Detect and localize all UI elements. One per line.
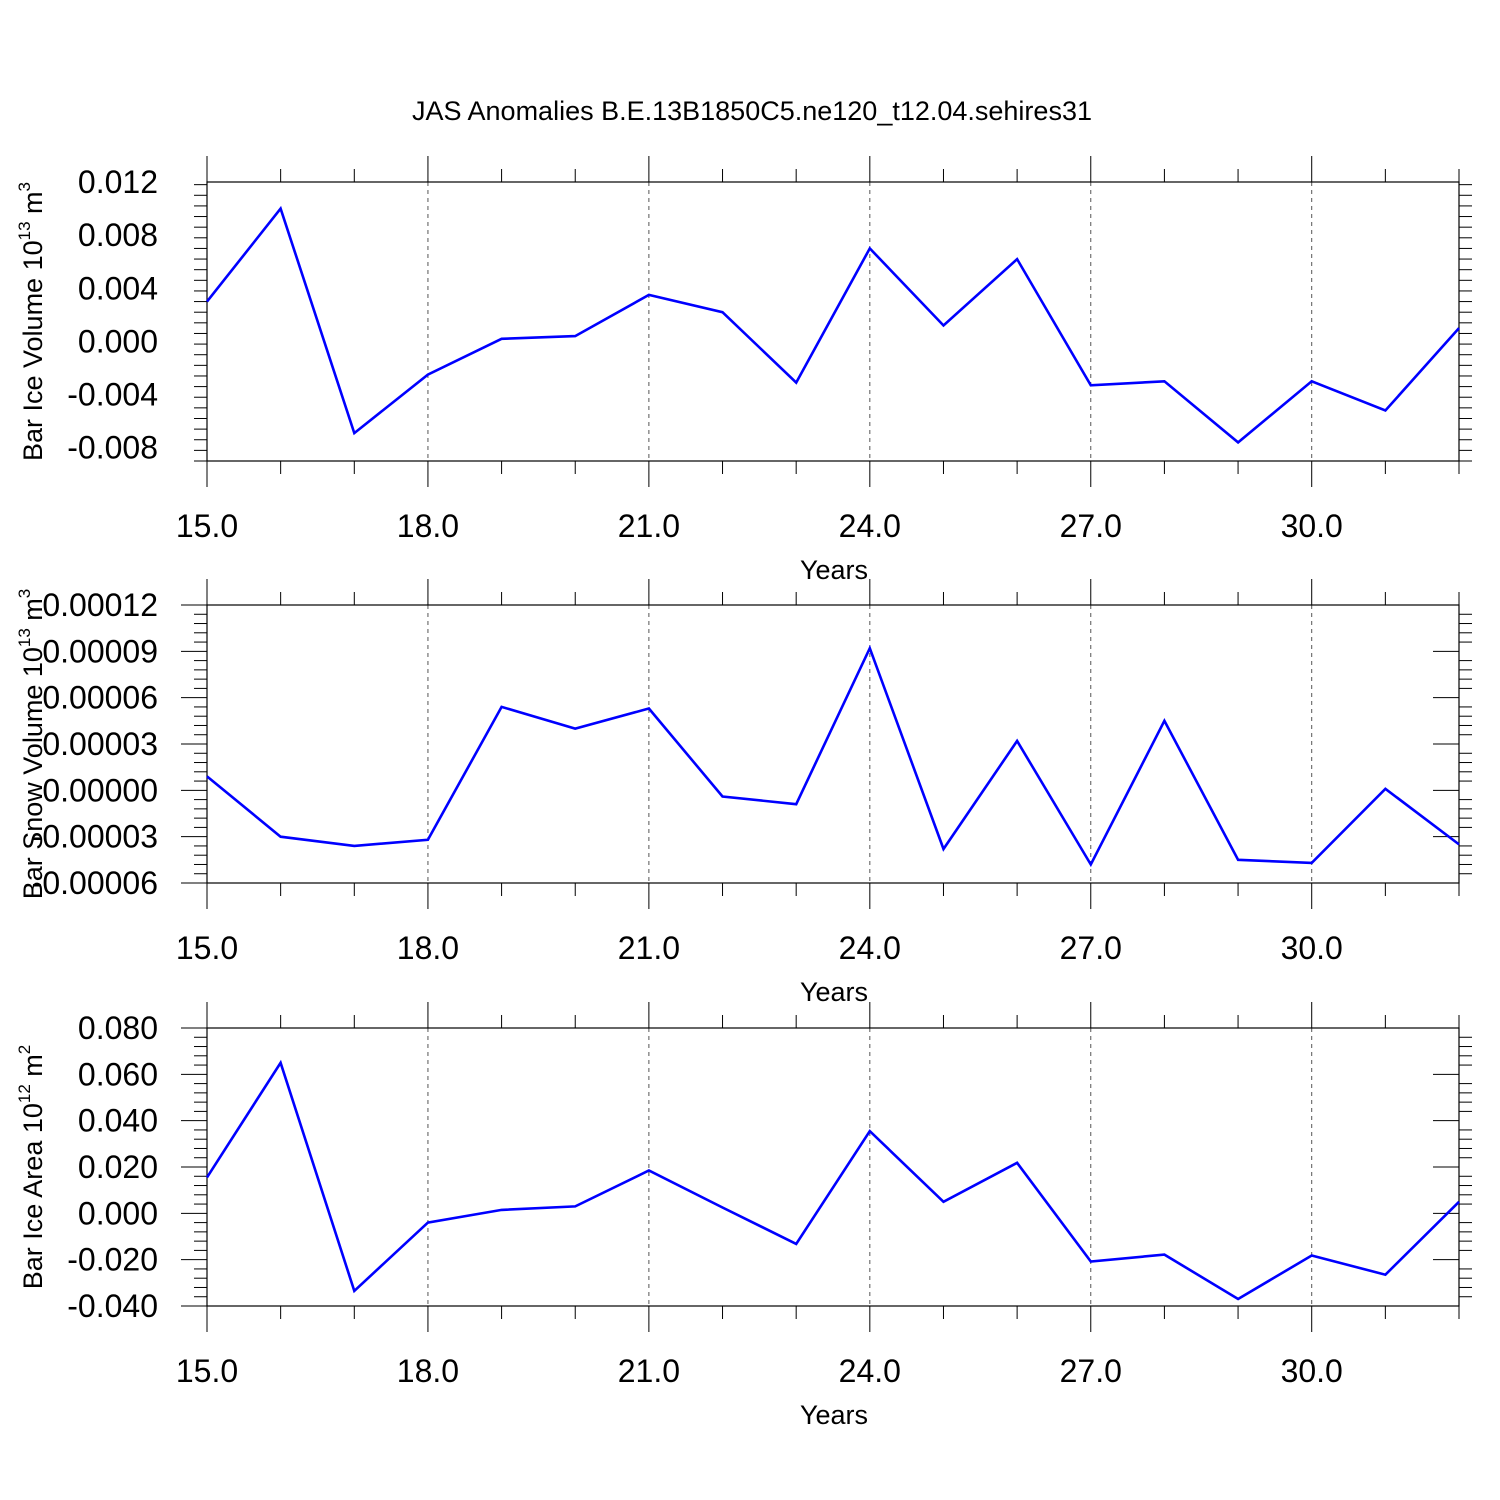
y-tick-label: 0.000 [78, 323, 158, 359]
y-tick-label: 0.040 [78, 1103, 158, 1139]
x-tick-label: 18.0 [397, 930, 459, 966]
x-tick-label: 15.0 [176, 1353, 238, 1389]
y-tick-label: 0.012 [78, 164, 158, 200]
series-line [206, 644, 1460, 868]
x-tick-label: 21.0 [618, 508, 680, 544]
x-tick-label: 27.0 [1060, 1353, 1122, 1389]
series-line [205, 1059, 1460, 1301]
y-tick-label: 0.00012 [42, 587, 158, 623]
y-tick-label: 0.00003 [42, 726, 158, 762]
y-tick-label: 0.000 [78, 1195, 158, 1231]
panel-2: 15.0 18.0 21.0 24.0 27.0 30.0 0.00012 0.00009 0.… [15, 579, 1472, 1007]
x-tick-label: 30.0 [1281, 1353, 1343, 1389]
y-axis-label: Bar Snow Volume 1013 m3 [15, 589, 48, 900]
x-tick-label: 27.0 [1060, 930, 1122, 966]
panel-1: 15.0 18.0 21.0 24.0 27.0 30.0 0.012 0.008 0.004 0… [15, 156, 1472, 585]
y-tick-label: 0.020 [78, 1149, 158, 1185]
x-tick-label: 18.0 [397, 1353, 459, 1389]
y-tick-label: -0.008 [67, 430, 158, 466]
x-tick-label: 15.0 [176, 930, 238, 966]
y-tick-label: 0.008 [78, 217, 158, 253]
y-tick-label: -0.00003 [32, 819, 158, 855]
y-tick-label: -0.004 [67, 377, 158, 413]
y-tick-label: 0.00000 [42, 772, 158, 808]
y-tick-label: 0.004 [78, 270, 158, 306]
x-tick-label: 18.0 [397, 508, 459, 544]
x-tick-label: 24.0 [839, 508, 901, 544]
panel-3: 15.0 18.0 21.0 24.0 27.0 30.0 0.080 0.060 0.040 0… [15, 1002, 1472, 1430]
x-tick-label: 30.0 [1281, 508, 1343, 544]
x-tick-label: 24.0 [839, 1353, 901, 1389]
x-tick-label: 21.0 [618, 1353, 680, 1389]
plot-frame [206, 1027, 1460, 1307]
y-axis-label: Bar Ice Volume 1013 m3 [15, 182, 48, 461]
y-tick-label: -0.00006 [32, 865, 158, 901]
x-tick-label: 24.0 [839, 930, 901, 966]
x-tick-label: 27.0 [1060, 508, 1122, 544]
y-tick-label: 0.00006 [42, 680, 158, 716]
y-tick-label: -0.040 [67, 1288, 158, 1324]
x-axis-label: Years [800, 1400, 868, 1430]
y-tick-label: 0.080 [78, 1010, 158, 1046]
y-tick-label: -0.020 [67, 1242, 158, 1278]
y-tick-label: 0.00009 [42, 633, 158, 669]
series-line [205, 205, 1460, 445]
x-axis-label: Years [800, 977, 868, 1007]
x-tick-label: 30.0 [1281, 930, 1343, 966]
x-tick-label: 15.0 [176, 508, 238, 544]
figure-title: JAS Anomalies B.E.13B1850C5.ne120_t12.04… [412, 96, 1092, 126]
y-tick-label: 0.060 [78, 1056, 158, 1092]
x-tick-label: 21.0 [618, 930, 680, 966]
y-axis-label: Bar Ice Area 1012 m2 [15, 1045, 48, 1290]
plot-frame [206, 181, 1460, 462]
x-axis-label: Years [800, 555, 868, 585]
